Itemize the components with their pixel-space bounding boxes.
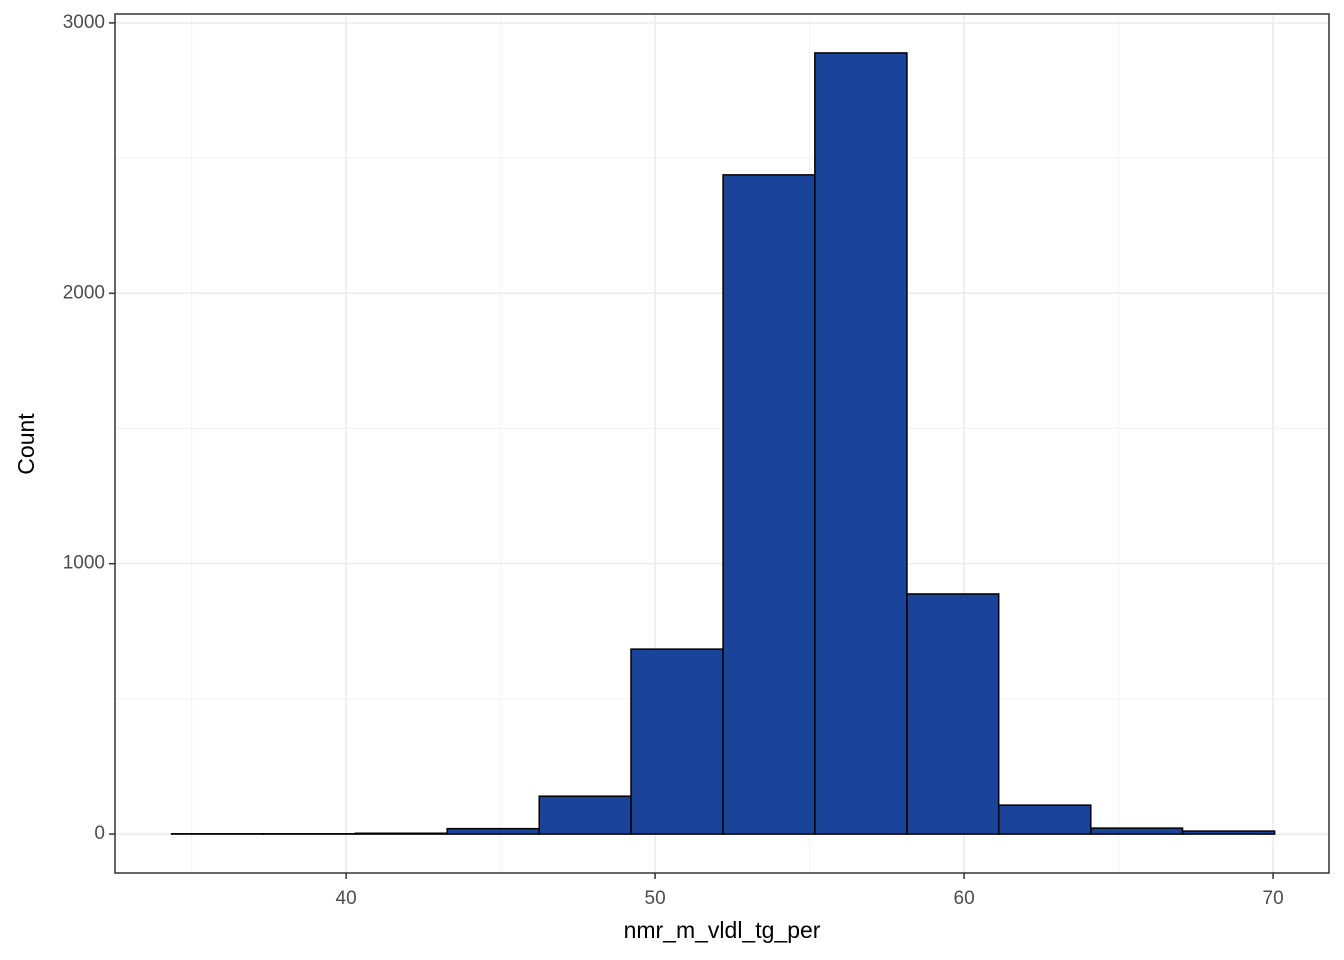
bar bbox=[354, 832, 448, 835]
bar bbox=[1181, 830, 1276, 835]
bar bbox=[630, 648, 724, 835]
y-tick-label: 0 bbox=[94, 823, 105, 844]
x-tick-label: 60 bbox=[954, 888, 975, 909]
bar bbox=[814, 52, 908, 835]
y-tick-label: 2000 bbox=[63, 282, 105, 303]
x-axis-title: nmr_m_vldl_tg_per bbox=[624, 917, 821, 943]
x-tick-label: 40 bbox=[336, 888, 357, 909]
x-tick-label: 50 bbox=[645, 888, 666, 909]
bar bbox=[446, 827, 540, 835]
bar bbox=[997, 804, 1092, 835]
bar bbox=[1090, 827, 1184, 835]
bar bbox=[538, 795, 632, 835]
panel-border bbox=[114, 13, 1330, 874]
bar bbox=[906, 593, 1000, 835]
bar bbox=[722, 174, 816, 835]
y-tick-label: 3000 bbox=[63, 12, 105, 33]
x-tick-label: 70 bbox=[1263, 888, 1284, 909]
y-axis-title: Count bbox=[13, 413, 39, 475]
y-tick-label: 1000 bbox=[63, 553, 105, 574]
